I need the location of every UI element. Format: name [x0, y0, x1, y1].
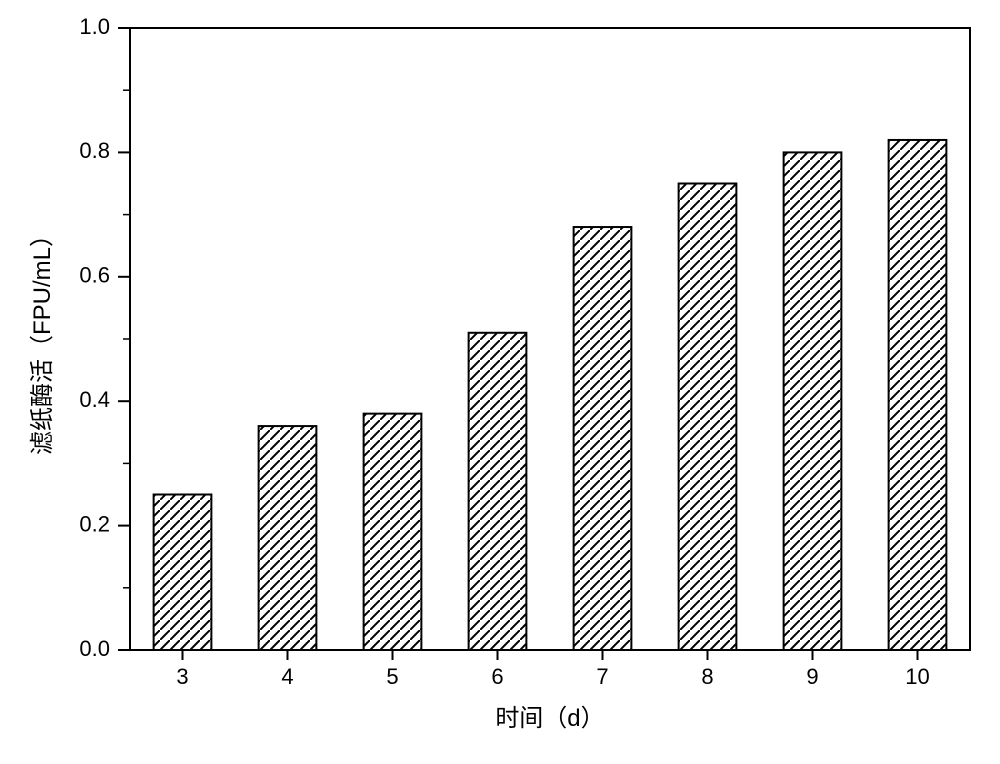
x-tick-label: 7 — [596, 664, 608, 689]
bar — [679, 184, 737, 651]
plot-frame — [130, 28, 970, 650]
bar — [889, 140, 947, 650]
bar — [574, 227, 632, 650]
y-tick-label: 0.8 — [79, 138, 110, 163]
bar — [259, 426, 317, 650]
y-tick-label: 1.0 — [79, 14, 110, 39]
y-axis-label: 滤纸酶活（FPU/mL） — [29, 223, 56, 455]
x-tick-label: 5 — [386, 664, 398, 689]
x-tick-label: 8 — [701, 664, 713, 689]
y-tick-label: 0.6 — [79, 263, 110, 288]
bar — [469, 333, 527, 650]
bar — [364, 414, 422, 650]
bar — [784, 152, 842, 650]
y-tick-label: 0.2 — [79, 511, 110, 536]
y-tick-label: 0.4 — [79, 387, 110, 412]
x-axis-label: 时间（d） — [495, 705, 604, 732]
x-tick-label: 4 — [281, 664, 293, 689]
x-tick-label: 10 — [905, 664, 929, 689]
bar — [154, 495, 212, 651]
enzyme-activity-chart: 0.0 0.2 0.4 0.6 0.8 1.0 3 4 5 6 7 8 9 10 滤纸酶活（FPU/mL… — [0, 0, 1000, 764]
y-tick-label: 0.0 — [79, 636, 110, 661]
x-tick-label: 6 — [491, 664, 503, 689]
x-tick-label: 3 — [176, 664, 188, 689]
x-tick-label: 9 — [806, 664, 818, 689]
